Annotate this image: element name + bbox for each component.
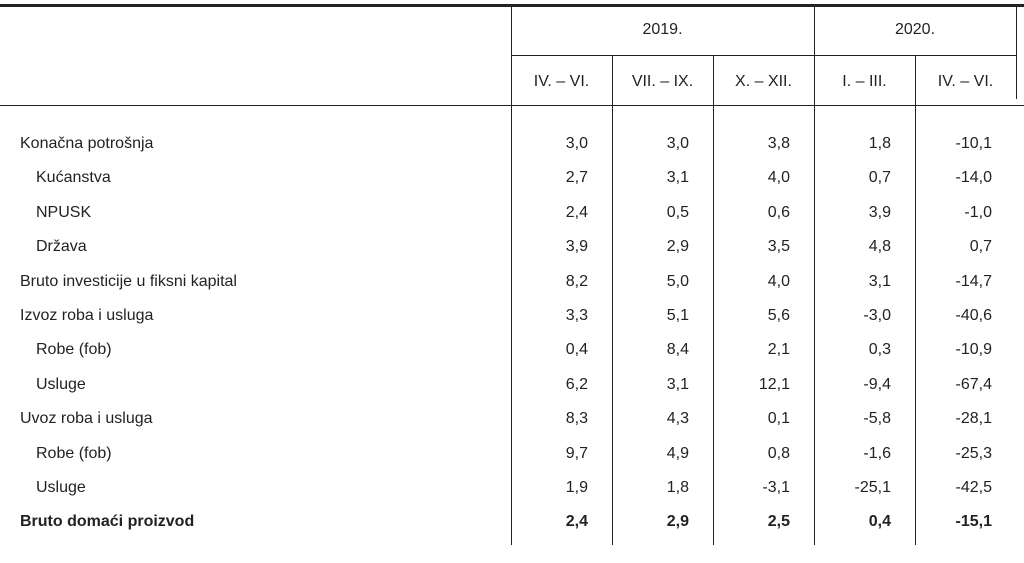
cell-value: -3,0 — [863, 307, 891, 324]
cell-value: 5,6 — [767, 307, 790, 324]
cell-value: 0,8 — [767, 444, 790, 462]
period-header: IV. – VI. — [937, 73, 994, 90]
cell-value: 3,5 — [767, 238, 790, 256]
row-label: NPUSK — [36, 203, 92, 221]
year-header: 2019. — [642, 21, 683, 38]
column-rule — [612, 56, 613, 545]
cell-value: 3,3 — [565, 307, 588, 324]
cell-value: 2,7 — [565, 169, 588, 187]
cell-value: -14,0 — [955, 169, 992, 187]
column-rule — [1016, 7, 1017, 99]
cell-value: 0,7 — [969, 238, 992, 256]
cell-value: -28,1 — [955, 410, 992, 428]
period-header: IV. – VI. — [533, 73, 590, 90]
cell-value: 5,0 — [666, 272, 689, 290]
cell-value: 4,8 — [868, 238, 891, 256]
cell-value: 0,1 — [767, 410, 790, 428]
period-header: VII. – IX. — [631, 73, 694, 90]
cell-value: 3,0 — [565, 135, 588, 152]
cell-value: 1,8 — [868, 135, 891, 152]
cell-value: 2,9 — [666, 238, 689, 256]
year-header: 2020. — [894, 21, 936, 38]
row-label: Usluge — [36, 375, 86, 393]
cell-value: -1,6 — [863, 444, 891, 462]
column-rule — [713, 56, 714, 545]
cell-value: 8,3 — [565, 410, 588, 428]
column-rule — [915, 56, 916, 545]
row-label: Konačna potrošnja — [20, 135, 154, 152]
cell-value: 1,8 — [666, 479, 689, 496]
row-label: Kućanstva — [36, 169, 111, 187]
column-rule — [511, 7, 512, 545]
cell-value: 0,4 — [868, 513, 891, 531]
row-label: Bruto investicije u fiksni kapital — [20, 272, 237, 290]
cell-value: 8,4 — [666, 341, 689, 359]
cell-value: 12,1 — [758, 375, 790, 393]
cell-value: 4,3 — [666, 410, 689, 428]
cell-value: 4,0 — [767, 272, 790, 290]
cell-value: 2,9 — [666, 513, 689, 531]
cell-value: 9,7 — [565, 444, 588, 462]
row-label: Uvoz roba i usluga — [20, 410, 153, 428]
year-rule — [511, 55, 1017, 56]
cell-value: -9,4 — [863, 375, 891, 393]
cell-value: 4,0 — [767, 169, 790, 187]
cell-value: -5,8 — [863, 410, 891, 428]
cell-value: 5,1 — [666, 307, 689, 324]
cell-value: -42,5 — [955, 479, 992, 496]
cell-value: -3,1 — [762, 479, 790, 496]
period-header: I. – III. — [842, 73, 887, 90]
top-rule — [0, 4, 1024, 7]
cell-value: 0,4 — [565, 341, 588, 359]
cell-value: -15,1 — [955, 513, 992, 531]
cell-value: -67,4 — [955, 375, 992, 393]
column-rule — [814, 7, 815, 545]
cell-value: -40,6 — [955, 307, 992, 324]
cell-value: 3,0 — [666, 135, 689, 152]
cell-value: 3,8 — [767, 135, 790, 152]
row-label: Usluge — [36, 479, 86, 496]
row-label: Robe (fob) — [36, 341, 112, 359]
cell-value: -10,9 — [955, 341, 992, 359]
row-label: Robe (fob) — [36, 444, 112, 462]
cell-value: 0,3 — [868, 341, 891, 359]
cell-value: 2,4 — [565, 203, 588, 221]
cell-value: 2,1 — [767, 341, 790, 359]
cell-value: -1,0 — [964, 203, 992, 221]
row-label: Izvoz roba i usluga — [20, 307, 154, 324]
cell-value: 3,1 — [666, 375, 689, 393]
cell-value: 2,4 — [565, 513, 588, 531]
cell-value: 2,5 — [767, 513, 790, 531]
cell-value: 3,9 — [565, 238, 588, 256]
cell-value: 3,1 — [666, 169, 689, 187]
cell-value: 3,9 — [868, 203, 891, 221]
cell-value: -14,7 — [955, 272, 992, 290]
cell-value: 6,2 — [565, 375, 588, 393]
header-rule — [0, 105, 1024, 106]
cell-value: 4,9 — [666, 444, 689, 462]
row-label: Država — [36, 238, 87, 256]
cell-value: 0,5 — [666, 203, 689, 221]
cell-value: -25,1 — [854, 479, 891, 496]
row-label: Bruto domaći proizvod — [20, 513, 195, 531]
cell-value: -25,3 — [955, 444, 992, 462]
cell-value: 0,7 — [868, 169, 891, 187]
period-header: X. – XII. — [735, 73, 792, 90]
cell-value: -10,1 — [955, 135, 992, 152]
cell-value: 3,1 — [868, 272, 891, 290]
cell-value: 8,2 — [565, 272, 588, 290]
cell-value: 0,6 — [767, 203, 790, 221]
cell-value: 1,9 — [565, 479, 588, 496]
